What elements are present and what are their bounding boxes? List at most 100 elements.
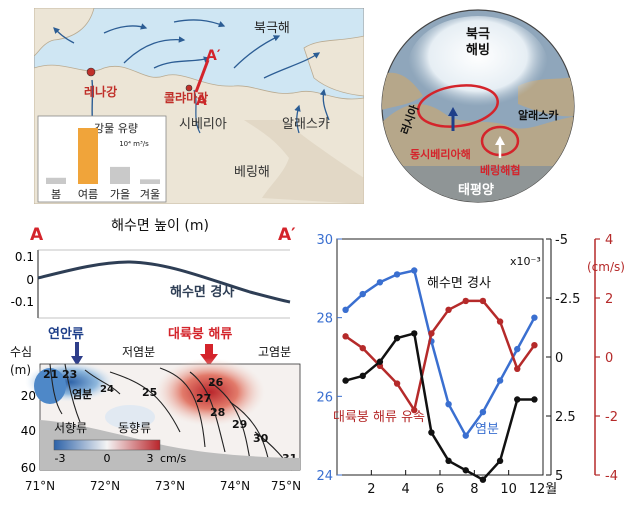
sea-slope-point [393,334,401,342]
ts-mid-tick: -5 [555,233,568,248]
shelf-current-point [393,380,401,387]
ts-mid-tick: 5 [555,469,563,484]
salinity-point [479,408,487,416]
ssh-tick-1: 0 [26,273,34,287]
seasonal-timeseries: 30 28 26 24 -5 -2.5 0 2.5 5 4 2 0 -2 -4 2 4 6 8 10 12월 x… [305,225,643,514]
map-bering-sea: 베링해 [234,165,270,180]
ts-label-shelf: 대륙붕 해류 유속 [333,410,425,425]
shelf-current-point [531,342,538,349]
lat-ticks: 71°N 72°N 73°N 74°N 75°N [25,479,301,493]
ts-right-tick: 4 [605,233,613,248]
globe-sea-ice-line: 북극 [466,27,490,42]
ts-right-tick: -4 [605,469,618,484]
sea-slope-point [342,377,349,384]
sea-slope-line [345,331,535,482]
ts-label-salinity: 염분 [475,422,499,437]
globe-sea-ice-line: 해빙 [466,42,490,58]
section-line [194,59,210,93]
ssh-profile: 해수면 높이 (m) A A′ 0.1 0 -0.1 해수면 경사 [10,210,310,330]
shelf-current-point [462,297,469,305]
ssh-curve [37,260,291,304]
ssh-tick-0: 0.1 [15,250,34,264]
salinity-point [411,267,418,274]
ts-x-tick: 4 [402,482,410,497]
map-arctic-ocean: 북극해 [254,21,290,36]
sea-slope-point [462,467,469,474]
contour-labels: 21 23 24 25 26 27 28 29 30 31 [43,368,297,465]
ts-right-unit: (cm/s) [587,260,625,274]
arctic-map: A A′ 북극해 레나강 콜랴마강 시베리아 알래스카 베링해 강물 유량 10… [33,7,365,205]
discharge-bar [46,177,66,184]
ts-x-tick: 8 [470,482,478,497]
ts-left-tick: 28 [316,312,333,327]
sea-slope-point [514,396,521,403]
ssh-label-a-prime: A′ [278,225,296,245]
ssh-label-a: A [30,225,44,245]
arctic-globe: 북극 해빙 러시아 알래스카 동시베리아해 베링해협 태평양 [378,6,578,206]
high-salinity-label: 고염분 [258,345,291,359]
ts-left-tick: 30 [316,233,333,248]
cbar-tick-1: 0 [104,452,111,465]
cross-section: 연안류 저염분 대륙붕 해류 고염분 수심 (m) 21 23 [10,322,310,514]
lat-tick-71: 71°N [25,479,55,493]
depth-unit: (m) [10,363,31,377]
map-lena-river: 레나강 [84,84,117,99]
map-label-a: A [196,93,207,109]
sea-slope-point [376,358,384,365]
contour-24: 24 [100,384,114,395]
shelf-current-point [445,306,452,313]
ts-right-tick: -2 [605,410,618,425]
salinity-point [342,306,349,313]
contour-26: 26 [208,376,224,389]
ts-mid-tick: 2.5 [555,410,576,425]
discharge-unit: 10⁴ m³/s [119,140,149,148]
salinity-point [531,314,538,321]
shelf-current-point [411,406,418,414]
salinity-point [496,377,504,384]
discharge-bar-label: 여름 [78,188,98,201]
eastward-label: 동향류 [118,421,151,435]
depth-tick-20: 20 [21,389,36,403]
sea-slope-point [411,330,418,337]
ts-mid-tick: -2.5 [555,292,580,307]
ts-mid-tick: 0 [555,351,563,366]
map-kolyma-river: 콜랴마강 [164,90,208,105]
ssh-title: 해수면 높이 (m) [111,218,209,234]
salinity-point [462,432,469,439]
globe-bering-strait: 베링해협 [480,163,520,177]
shelf-current-point [428,330,435,337]
ts-x-tick: 6 [436,482,444,497]
globe-east-siberian-sea: 동시베리아해 [410,147,471,161]
contour-25: 25 [142,386,157,399]
westward-label: 서향류 [54,421,87,435]
ts-left-tick: 26 [316,390,333,405]
ts-mid-unit: x10⁻³ [510,255,541,268]
ts-x-tick-last: 12월 [529,482,558,497]
shelf-current-point [514,365,521,372]
map-alaska: 알래스카 [282,117,330,132]
ts-x-tick: 2 [367,482,375,497]
discharge-bar [78,128,98,184]
discharge-title: 강물 유량 [94,122,138,135]
salinity-contours [49,363,293,471]
salinity-point [393,271,401,278]
map-label-a-prime: A′ [206,48,221,64]
discharge-bar-label: 봄 [51,188,61,201]
sea-slope-point [445,457,452,465]
shelf-current-point [342,333,349,340]
ts-left-tick: 24 [316,469,333,484]
coastal-current-label: 연안류 [48,326,84,342]
low-salinity-label: 저염분 [122,345,155,359]
globe-pacific: 태평양 [458,182,494,198]
lat-tick-72: 72°N [90,479,120,493]
ssh-tick-2: -0.1 [11,295,34,309]
depth-label: 수심 [10,345,32,359]
ssh-curve-label: 해수면 경사 [170,284,234,300]
map-siberia: 시베리아 [179,117,227,132]
discharge-bar [110,166,130,184]
contour-21: 21 [43,368,58,381]
sea-slope-point [479,476,487,483]
sea-slope-point [531,396,538,403]
shelf-current-point [479,297,487,305]
ts-x-tick: 10 [500,482,517,497]
